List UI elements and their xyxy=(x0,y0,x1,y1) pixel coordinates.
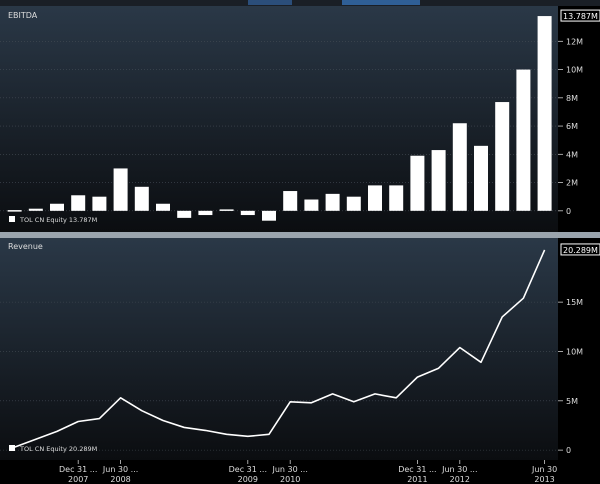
ebitda-bar xyxy=(516,69,531,211)
x-tick-label: Jun 30 ... xyxy=(271,465,307,474)
revenue-y-axis: 0 5M 10M 15M xyxy=(558,298,583,455)
ebitda-bar xyxy=(304,199,319,211)
x-tick-year: 2012 xyxy=(450,475,470,484)
ebitda-bar xyxy=(240,210,255,216)
ebitda-bar xyxy=(389,185,404,211)
revenue-axis-background xyxy=(558,238,600,460)
ebitda-panel: 0 2M 4M 6M 8M 10M 12M EBITDA TOL CN Equity 13.… xyxy=(0,6,600,232)
revenue-tick-label: 15M xyxy=(566,298,583,307)
revenue-tick-label: 5M xyxy=(566,397,578,406)
ebitda-bar xyxy=(474,145,488,211)
ebitda-axis-background xyxy=(558,6,600,232)
ebitda-bar xyxy=(431,150,446,211)
ebitda-bar xyxy=(495,102,510,211)
revenue-legend-swatch xyxy=(9,445,15,451)
ebitda-y-axis: 0 2M 4M 6M 8M 10M 12M xyxy=(558,37,583,216)
ebitda-bar xyxy=(134,186,149,211)
ebitda-bar xyxy=(537,16,552,211)
x-tick-label: Jun 30 ... xyxy=(441,465,477,474)
x-tick-label: Dec 31 ... xyxy=(59,465,97,474)
ebitda-tick-label: 6M xyxy=(566,122,578,131)
ebitda-bar xyxy=(325,193,340,211)
ebitda-bar xyxy=(219,209,234,211)
x-tick-year: 2013 xyxy=(534,475,554,484)
panel-divider[interactable] xyxy=(0,232,600,238)
ebitda-bar xyxy=(368,185,382,211)
ebitda-bar xyxy=(113,168,128,211)
ebitda-tick-label: 4M xyxy=(566,150,578,159)
ebitda-last-value-box xyxy=(560,9,600,22)
ebitda-tick-label: 0 xyxy=(566,207,571,216)
ebitda-legend-label: TOL CN Equity 13.787M xyxy=(19,216,97,224)
x-tick-year: 2009 xyxy=(238,475,258,484)
ebitda-title: EBITDA xyxy=(8,11,38,20)
ebitda-bar xyxy=(452,123,467,211)
top-toolbar-strip xyxy=(0,0,600,6)
revenue-legend-label: TOL CN Equity 20.289M xyxy=(19,445,97,453)
ebitda-tick-label: 12M xyxy=(566,37,583,46)
ebitda-last-value: 13.787M xyxy=(563,12,598,21)
toolbar-tab[interactable] xyxy=(248,0,292,5)
ebitda-bar xyxy=(410,155,425,211)
revenue-last-value: 20.289M xyxy=(563,246,598,255)
x-tick-year: 2011 xyxy=(407,475,427,484)
toolbar-tab-active[interactable] xyxy=(342,0,420,5)
x-tick-year: 2008 xyxy=(110,475,130,484)
ebitda-bar xyxy=(346,196,361,211)
ebitda-bar xyxy=(283,191,298,211)
revenue-tick-label: 0 xyxy=(566,446,571,455)
x-axis-background xyxy=(0,460,600,484)
x-tick-label: Jun 30 ... xyxy=(102,465,138,474)
revenue-last-value-box xyxy=(560,243,600,256)
revenue-tick-label: 10M xyxy=(566,347,583,356)
revenue-line xyxy=(14,249,546,448)
ebitda-bar xyxy=(198,210,213,216)
chart-canvas: 0 2M 4M 6M 8M 10M 12M EBITDA TOL CN Equity 13.… xyxy=(0,6,600,484)
ebitda-bar xyxy=(92,196,107,211)
ebitda-bars xyxy=(7,16,552,221)
ebitda-legend-swatch xyxy=(9,216,15,222)
ebitda-bar xyxy=(177,210,192,218)
ebitda-bar xyxy=(262,210,276,221)
ebitda-tick-label: 2M xyxy=(566,179,578,188)
ebitda-tick-label: 10M xyxy=(566,66,583,75)
x-tick-year: 2007 xyxy=(68,475,88,484)
ebitda-bar xyxy=(156,203,170,211)
ebitda-bar xyxy=(50,203,64,211)
x-tick-year: 2010 xyxy=(280,475,300,484)
ebitda-bar xyxy=(7,210,22,212)
ebitda-tick-label: 8M xyxy=(566,94,578,103)
x-tick-label: Dec 31 ... xyxy=(398,465,436,474)
ebitda-bar xyxy=(71,195,86,211)
revenue-title: Revenue xyxy=(8,242,43,251)
revenue-plot-background xyxy=(0,238,558,460)
ebitda-bar xyxy=(28,208,43,211)
x-tick-label: Jun 30 xyxy=(531,465,557,474)
x-tick-label: Dec 31 ... xyxy=(229,465,267,474)
